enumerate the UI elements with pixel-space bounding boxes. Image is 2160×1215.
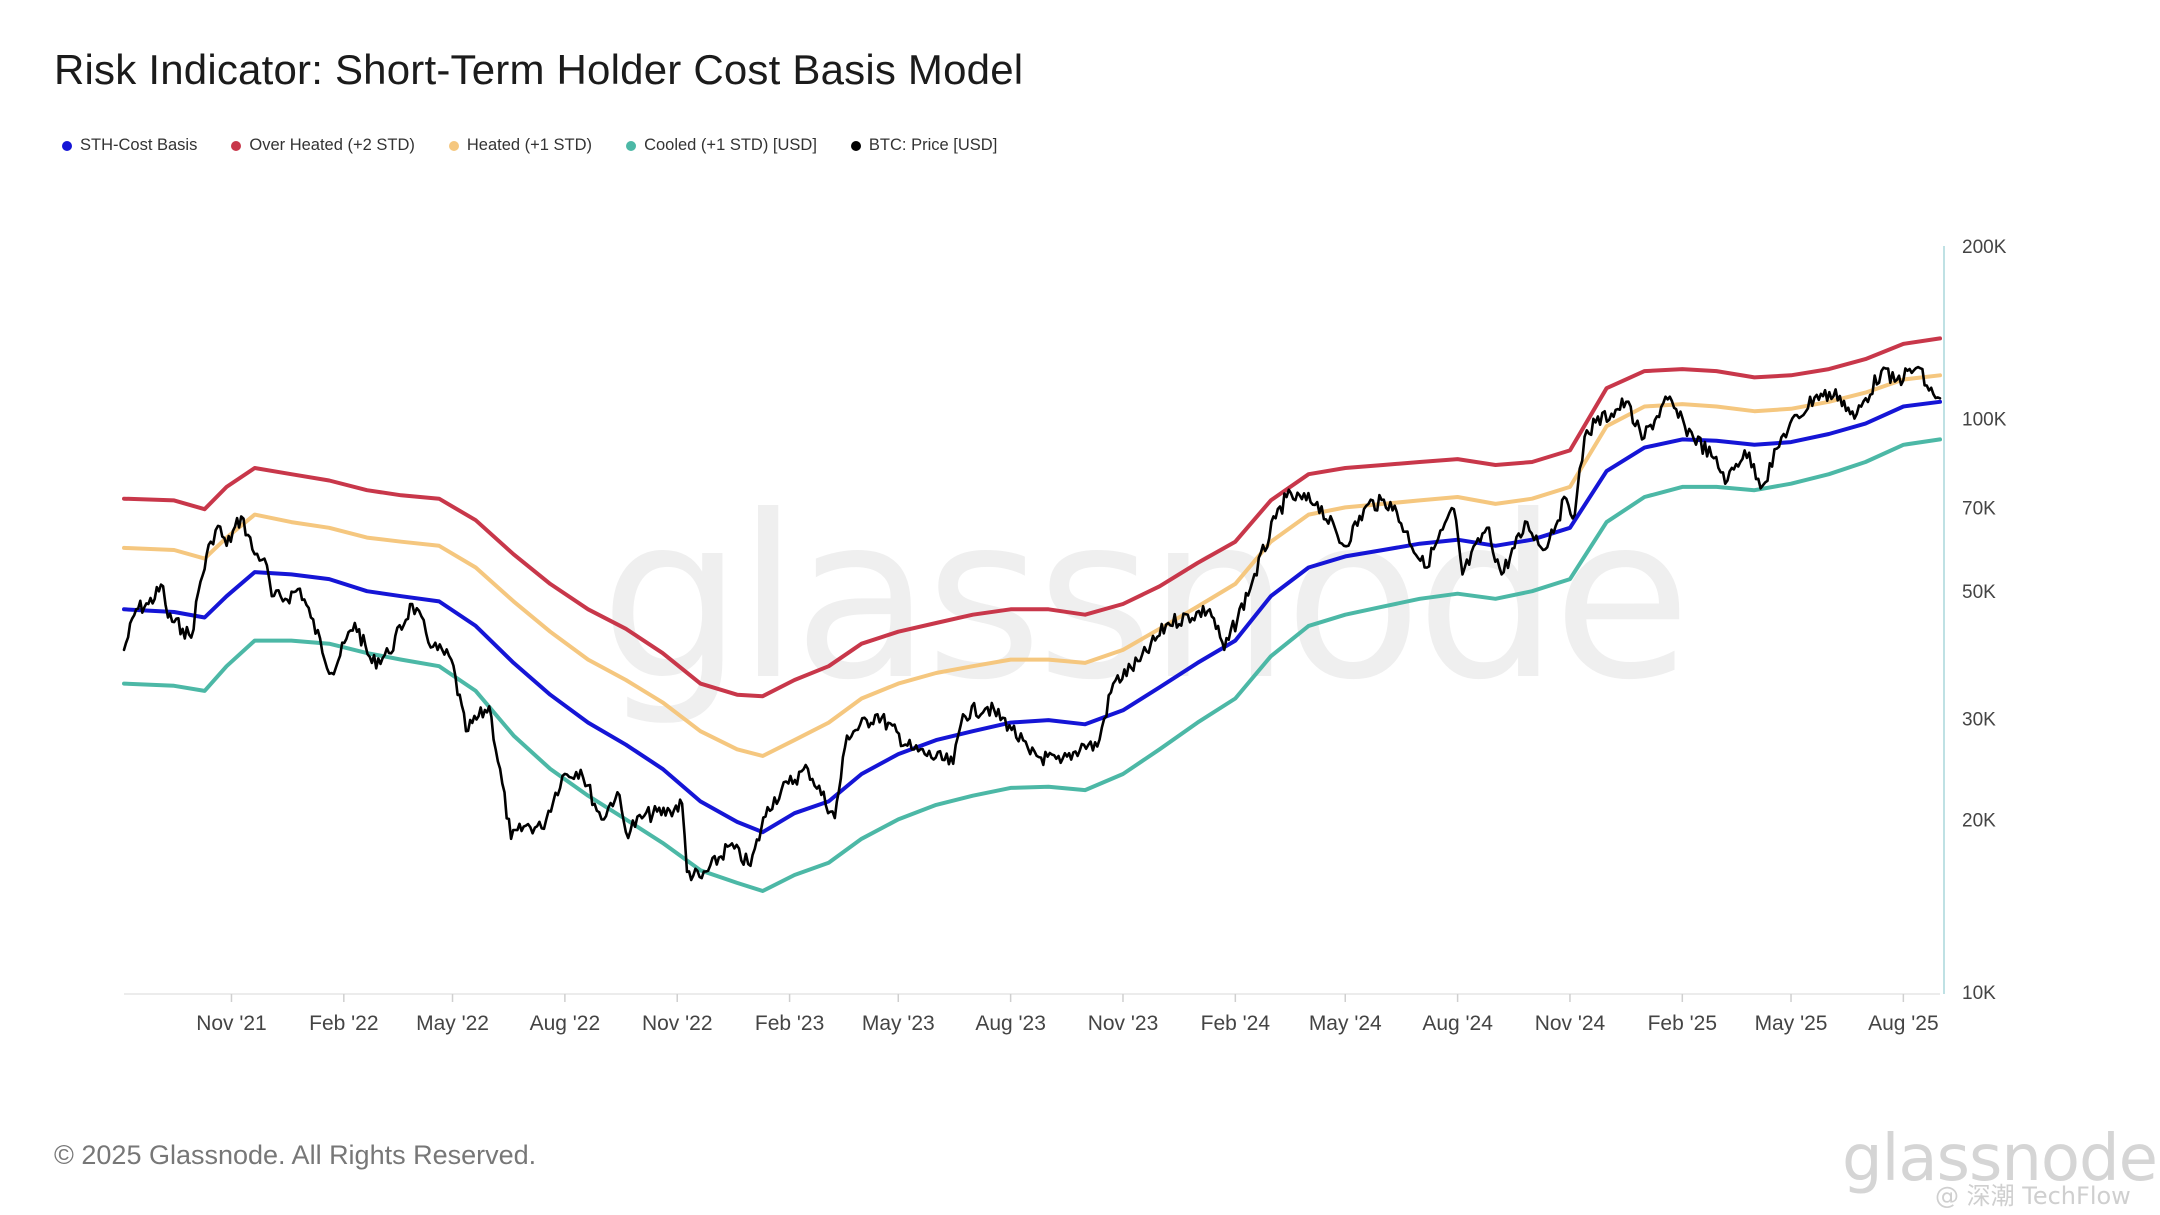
x-tick-label: Nov '21 — [196, 1012, 267, 1035]
glassnode-logo: glassnode — [1842, 1122, 2158, 1196]
series-line-price — [122, 365, 1942, 882]
y-tick-label: 70K — [1962, 498, 1996, 519]
legend-item-heated[interactable]: Heated (+1 STD) — [448, 136, 593, 155]
series-line-heated — [122, 373, 1942, 758]
copyright-footer: © 2025 Glassnode. All Rights Reserved. — [54, 1140, 537, 1170]
x-tick-label: May '24 — [1309, 1012, 1382, 1035]
x-tick-label: May '23 — [862, 1012, 935, 1035]
legend-item-cooled[interactable]: Cooled (+1 STD) [USD] — [626, 136, 817, 155]
y-tick-label: 20K — [1962, 810, 1996, 831]
x-tick-label: Feb '25 — [1648, 1012, 1717, 1035]
series-line-cooled — [122, 437, 1942, 893]
legend-dot-icon — [850, 140, 861, 151]
credit-watermark: @ 深潮 TechFlow — [1935, 1182, 2131, 1210]
x-tick-label: Nov '24 — [1535, 1012, 1606, 1035]
legend-label: Cooled (+1 STD) [USD] — [644, 136, 817, 154]
y-tick-label: 10K — [1962, 983, 1996, 1004]
legend-dot-icon — [62, 140, 72, 151]
x-tick-label: Aug '23 — [975, 1012, 1046, 1035]
legend-label: Over Heated (+2 STD) — [249, 136, 415, 154]
x-tick-label: May '25 — [1755, 1012, 1828, 1035]
x-tick-label: Feb '22 — [309, 1012, 378, 1035]
legend-item-price[interactable]: BTC: Price [USD] — [850, 136, 998, 155]
y-tick-label: 200K — [1962, 237, 2007, 258]
legend-dot-icon — [231, 140, 242, 151]
x-tick-label: Aug '25 — [1868, 1012, 1939, 1035]
x-tick-label: Nov '22 — [642, 1012, 713, 1035]
series-line-sth — [122, 399, 1942, 835]
legend-dot-icon — [626, 140, 637, 151]
y-tick-label: 30K — [1962, 709, 1996, 730]
legend-label: STH-Cost Basis — [80, 136, 198, 154]
legend-item-sth[interactable]: STH-Cost Basis — [62, 136, 197, 155]
x-tick-label: Feb '23 — [755, 1012, 824, 1035]
legend-label: Heated (+1 STD) — [466, 136, 593, 154]
legend-label: BTC: Price [USD] — [868, 136, 998, 154]
legend-dot-icon — [448, 140, 459, 151]
chart-title: Risk Indicator: Short-Term Holder Cost B… — [54, 46, 1024, 93]
y-tick-label: 100K — [1962, 410, 2007, 431]
y-tick-label: 50K — [1962, 582, 1996, 603]
x-tick-label: Feb '24 — [1201, 1012, 1271, 1035]
x-tick-label: Aug '24 — [1422, 1012, 1493, 1035]
series-line-overheated — [122, 336, 1942, 699]
legend-item-overheated[interactable]: Over Heated (+2 STD) — [231, 136, 415, 155]
x-tick-label: Nov '23 — [1088, 1012, 1159, 1035]
x-tick-label: May '22 — [416, 1012, 489, 1035]
x-tick-label: Aug '22 — [530, 1012, 601, 1035]
legend: STH-Cost Basis Over Heated (+2 STD) Heat… — [62, 136, 997, 155]
